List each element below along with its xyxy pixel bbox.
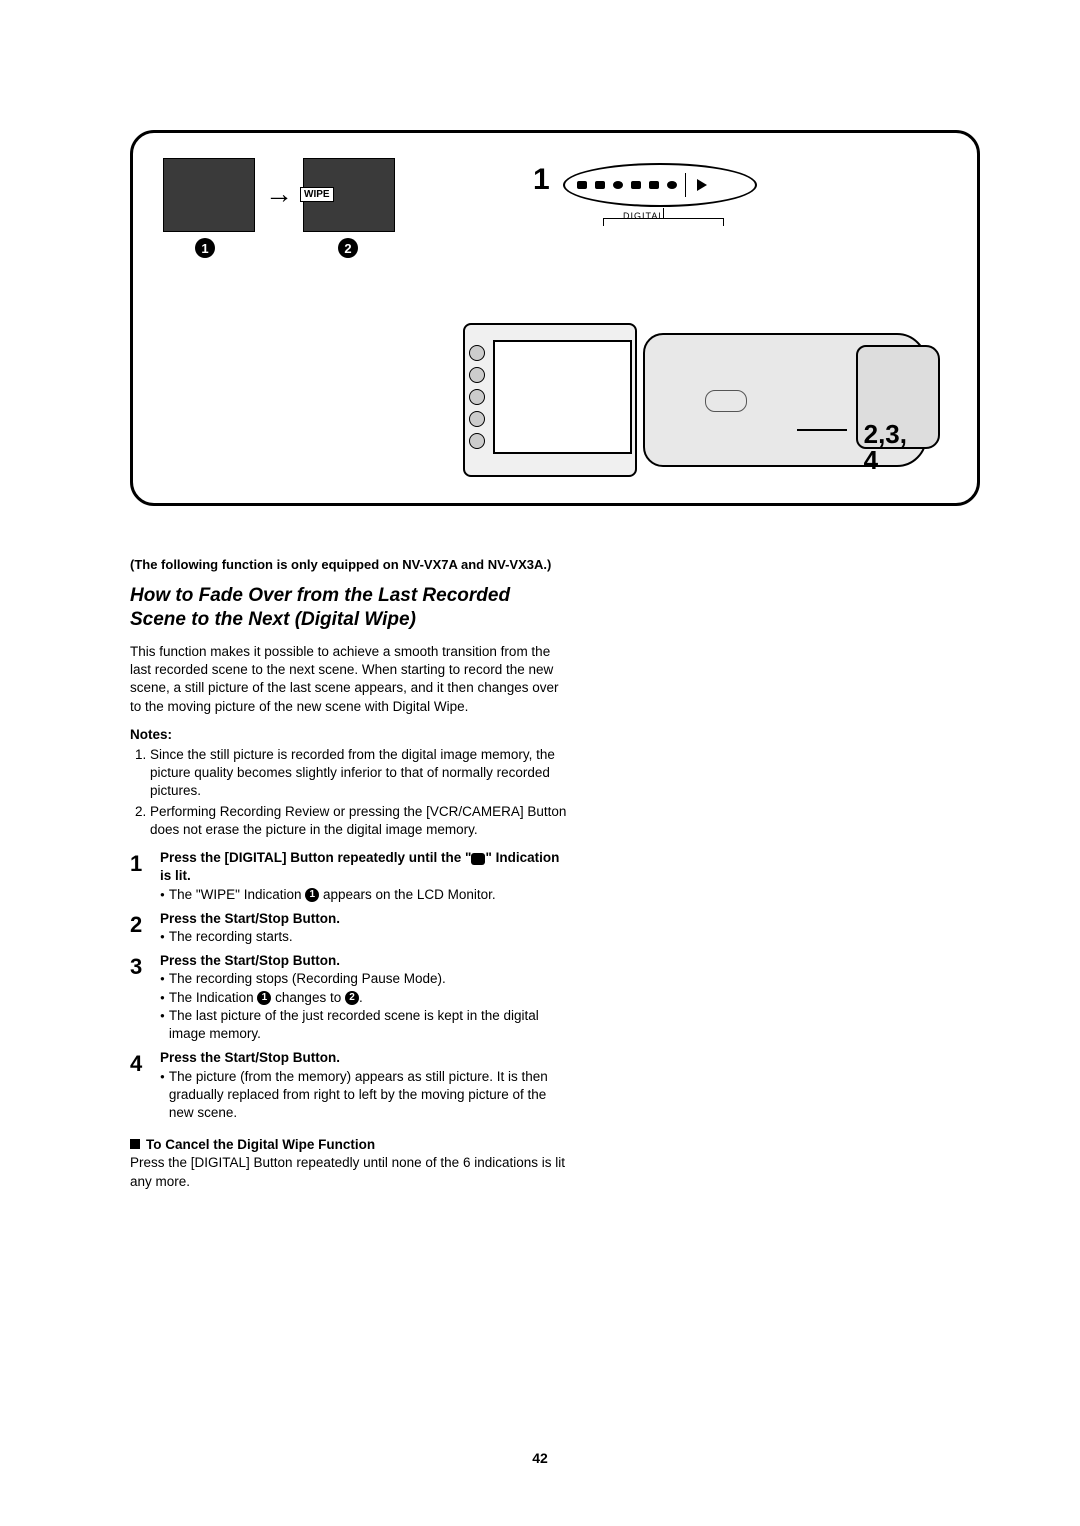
step-heading: Press the Start/Stop Button.	[160, 952, 570, 970]
leader-line	[723, 218, 724, 226]
thumb-after: WIPE	[303, 158, 395, 232]
callout-234: 2,3, 4	[864, 421, 907, 473]
step-number: 1	[130, 849, 160, 879]
bullet-text: The last picture of the just recorded sc…	[169, 1007, 570, 1043]
step-bullet: The "WIPE" Indication 1 appears on the L…	[160, 886, 570, 904]
step-heading: Press the Start/Stop Button.	[160, 1049, 570, 1067]
side-buttons	[469, 345, 487, 455]
diagram-box: → WIPE 1 2 1 DIGITAL	[130, 130, 980, 506]
play-icon	[697, 179, 707, 191]
page-number: 42	[532, 1450, 548, 1466]
bullet-text: appears on the LCD Monitor.	[319, 887, 495, 902]
step-body: Press the [DIGITAL] Button repeatedly un…	[160, 849, 570, 904]
bullet-text: changes to	[271, 990, 345, 1005]
step-number: 3	[130, 952, 160, 982]
step-body: Press the Start/Stop Button. The recordi…	[160, 910, 570, 946]
wipe-label: WIPE	[300, 187, 334, 202]
side-button	[469, 345, 485, 361]
mode-icon	[631, 181, 641, 189]
step-3: 3 Press the Start/Stop Button. The recor…	[130, 952, 570, 1043]
bullet-text: The Indication	[169, 990, 258, 1005]
side-button	[469, 389, 485, 405]
step-4: 4 Press the Start/Stop Button. The pictu…	[130, 1049, 570, 1122]
step-bullet: The last picture of the just recorded sc…	[160, 1007, 570, 1043]
mode-icon	[577, 181, 587, 189]
step-number: 4	[130, 1049, 160, 1079]
step-bullet: The picture (from the memory) appears as…	[160, 1068, 570, 1123]
lcd-screen	[493, 340, 632, 454]
step-heading: Press the Start/Stop Button.	[160, 910, 570, 928]
ref-circle-2: 2	[345, 991, 359, 1005]
ref-circle-1: 1	[305, 888, 319, 902]
side-button	[469, 367, 485, 383]
mode-icon	[667, 181, 677, 189]
note-item: Since the still picture is recorded from…	[150, 746, 570, 801]
ref-circle-1: 1	[257, 991, 271, 1005]
leader-line	[663, 208, 664, 218]
step-body: Press the Start/Stop Button. The picture…	[160, 1049, 570, 1122]
notes-heading: Notes:	[130, 726, 570, 744]
manual-page: → WIPE 1 2 1 DIGITAL	[0, 0, 1080, 1526]
notes-list: Since the still picture is recorded from…	[130, 746, 570, 839]
step-head-text: Press the [DIGITAL] Button repeatedly un…	[160, 850, 471, 865]
label-1: 1	[533, 163, 550, 197]
digital-label: DIGITAL	[623, 211, 664, 221]
step-bullet: The Indication 1 changes to 2.	[160, 989, 570, 1007]
bullet-text: The "WIPE" Indication	[169, 887, 305, 902]
step-number: 2	[130, 910, 160, 940]
thumb-before	[163, 158, 255, 232]
step-2: 2 Press the Start/Stop Button. The recor…	[130, 910, 570, 946]
step-heading: Press the [DIGITAL] Button repeatedly un…	[160, 849, 570, 885]
camera-detail	[705, 390, 747, 412]
step-body: Press the Start/Stop Button. The recordi…	[160, 952, 570, 1043]
separator	[685, 173, 686, 197]
mode-icon	[613, 181, 623, 189]
square-bullet-icon	[130, 1139, 140, 1149]
bullet-text: .	[359, 990, 363, 1005]
wipe-mode-icon	[471, 853, 485, 865]
step-1: 1 Press the [DIGITAL] Button repeatedly …	[130, 849, 570, 904]
mode-icon	[595, 181, 605, 189]
step-bullet: The recording starts.	[160, 928, 570, 946]
content-column: (The following function is only equipped…	[130, 556, 570, 1191]
intro-paragraph: This function makes it possible to achie…	[130, 643, 570, 716]
button-oval	[563, 163, 757, 207]
leader-line	[603, 218, 604, 226]
cancel-head-text: To Cancel the Digital Wipe Function	[146, 1137, 375, 1152]
section-title: How to Fade Over from the Last Recorded …	[130, 584, 570, 633]
cancel-body: Press the [DIGITAL] Button repeatedly un…	[130, 1154, 570, 1190]
side-button	[469, 411, 485, 427]
step-bullet: The recording stops (Recording Pause Mod…	[160, 970, 570, 988]
circle-2: 2	[338, 238, 358, 258]
mode-icon	[649, 181, 659, 189]
note-item: Performing Recording Review or pressing …	[150, 803, 570, 839]
bullet-text: The recording stops (Recording Pause Mod…	[169, 970, 446, 988]
lcd-frame	[463, 323, 637, 477]
arrow-icon: →	[265, 178, 293, 210]
bullet-text: The recording starts.	[169, 928, 293, 946]
bullet-text: The picture (from the memory) appears as…	[169, 1068, 570, 1123]
equipment-note: (The following function is only equipped…	[130, 556, 570, 574]
leader-line	[603, 218, 723, 219]
cancel-heading: To Cancel the Digital Wipe Function	[130, 1136, 570, 1154]
circle-1: 1	[195, 238, 215, 258]
side-button	[469, 433, 485, 449]
leader-line	[797, 429, 847, 431]
